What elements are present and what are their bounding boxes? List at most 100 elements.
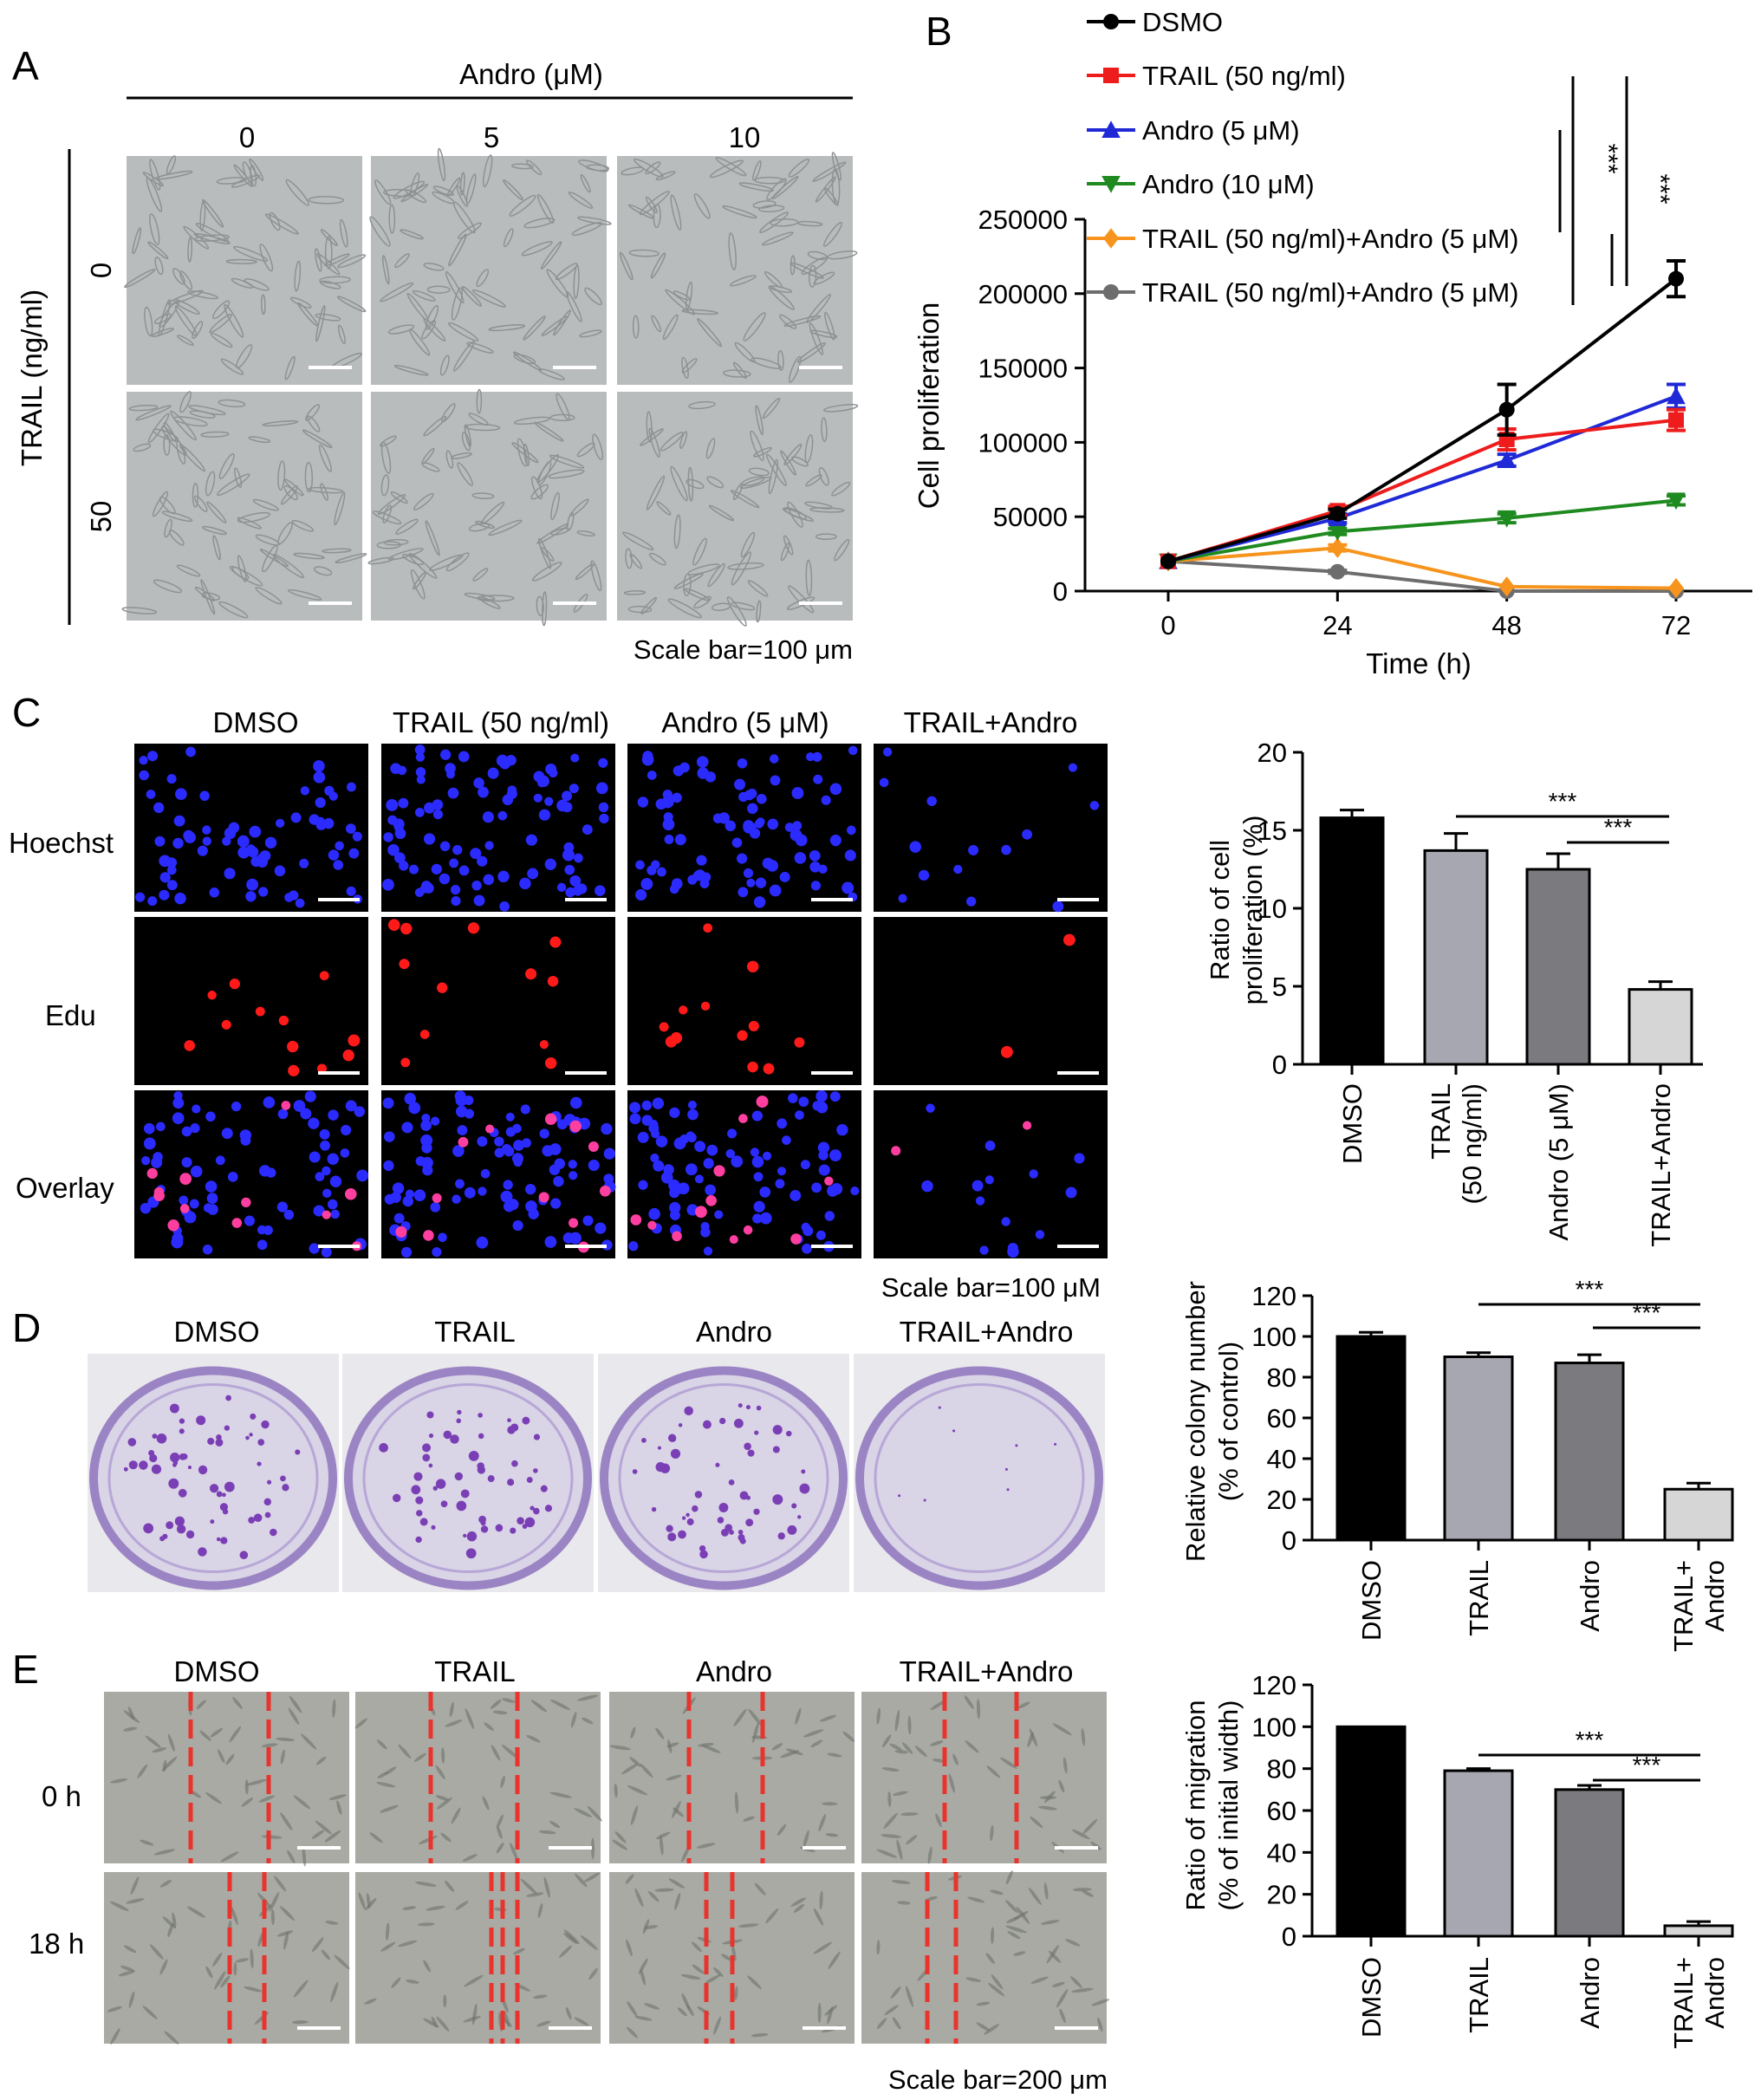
plate-rim — [618, 1383, 829, 1573]
nucleus — [400, 1246, 413, 1258]
cell-outline — [158, 299, 171, 337]
cell — [283, 1931, 289, 1950]
category-label: TRAIL — [1464, 1957, 1494, 2033]
edu-nucleus — [525, 968, 537, 980]
data-point — [1667, 387, 1686, 405]
nucleus — [656, 867, 666, 877]
series-line — [1167, 394, 1677, 563]
cell-outline — [315, 305, 326, 342]
cell — [161, 1756, 178, 1772]
nucleus — [812, 751, 822, 762]
nucleus — [570, 753, 580, 763]
cell — [883, 1812, 898, 1830]
data-point — [1101, 176, 1121, 193]
cell-outline — [809, 507, 845, 513]
significance-mark: *** — [1633, 1752, 1661, 1778]
cell-outline — [503, 228, 514, 248]
cell-outline — [740, 531, 756, 558]
nucleus — [687, 1109, 699, 1121]
cell-outline — [804, 501, 834, 510]
cell-outline — [743, 312, 766, 341]
cell — [952, 1753, 958, 1765]
nucleus — [979, 1245, 989, 1255]
nucleus — [984, 1175, 994, 1185]
nucleus — [829, 783, 842, 796]
panel-c-scale-bar-label: Scale bar=100 μM — [881, 1272, 1101, 1303]
cell — [894, 1709, 900, 1732]
nucleus — [384, 1193, 395, 1205]
nucleus — [147, 896, 158, 907]
cell-outline — [536, 193, 555, 224]
cell — [324, 1830, 341, 1843]
colony — [463, 1533, 467, 1538]
cell-outline — [308, 196, 345, 205]
nucleus — [770, 775, 781, 786]
cell-outline — [639, 191, 670, 216]
cell — [587, 1805, 602, 1822]
colony — [641, 1437, 647, 1443]
cell-outline — [575, 563, 595, 581]
cell-outline — [164, 518, 172, 538]
cell — [140, 1839, 154, 1846]
cell — [417, 1922, 435, 1927]
nucleus — [556, 882, 567, 893]
cell — [431, 2016, 439, 2028]
nucleus — [652, 1097, 665, 1109]
cell — [1027, 1732, 1034, 1748]
colony — [143, 1523, 154, 1534]
cell-outline — [646, 411, 653, 443]
cell-outline — [546, 269, 569, 298]
phase-contrast-image — [617, 152, 858, 385]
cell — [501, 1744, 520, 1759]
colony — [797, 1515, 802, 1519]
scale-bar — [1057, 1245, 1099, 1248]
cell — [526, 1892, 544, 1897]
nucleus — [383, 1160, 394, 1172]
cell-outline — [673, 290, 691, 301]
nucleus — [533, 770, 545, 783]
cell — [118, 1970, 135, 1977]
nucleus — [503, 1180, 513, 1190]
edu-nucleus — [399, 959, 410, 970]
cell — [629, 1757, 641, 1767]
edu-nucleus — [747, 960, 759, 972]
nucleus — [641, 1115, 653, 1126]
nucleus — [140, 1202, 152, 1214]
series-line — [1167, 546, 1677, 590]
nucleus — [813, 774, 823, 784]
cell — [443, 1994, 447, 2008]
nucleus — [921, 1180, 933, 1193]
colony — [1054, 1442, 1057, 1446]
colony — [419, 1518, 428, 1526]
cell-outline — [445, 270, 465, 304]
cell-outline — [194, 234, 231, 242]
colony — [1004, 1467, 1008, 1471]
nucleus — [1029, 1169, 1038, 1179]
nucleus — [455, 1105, 468, 1118]
edu-nucleus — [432, 1193, 442, 1203]
culture-plate — [855, 1366, 1103, 1590]
colony — [667, 1434, 677, 1442]
y-tick-label: 200000 — [978, 279, 1068, 309]
cell — [754, 1882, 766, 1895]
cell-outline — [284, 355, 296, 380]
nucleus — [898, 894, 907, 903]
cell-outline — [808, 264, 817, 288]
panel-a-scale-bar-label: Scale bar=100 μm — [634, 634, 853, 665]
cell-outline — [655, 171, 676, 181]
nucleus — [390, 763, 402, 775]
nucleus — [277, 1109, 289, 1120]
cell-outline — [732, 361, 747, 379]
cell — [985, 1953, 995, 1964]
cell-outline — [478, 596, 501, 609]
cell — [582, 1717, 594, 1725]
cell-outline — [619, 251, 634, 281]
nucleus — [322, 1188, 332, 1199]
cell — [293, 1795, 311, 1810]
data-point — [1497, 451, 1517, 468]
nucleus — [250, 856, 262, 868]
edu-nucleus — [184, 1040, 196, 1051]
cell-outline — [456, 185, 469, 207]
fluorescence-image — [381, 1090, 616, 1258]
data-point — [1329, 563, 1346, 580]
